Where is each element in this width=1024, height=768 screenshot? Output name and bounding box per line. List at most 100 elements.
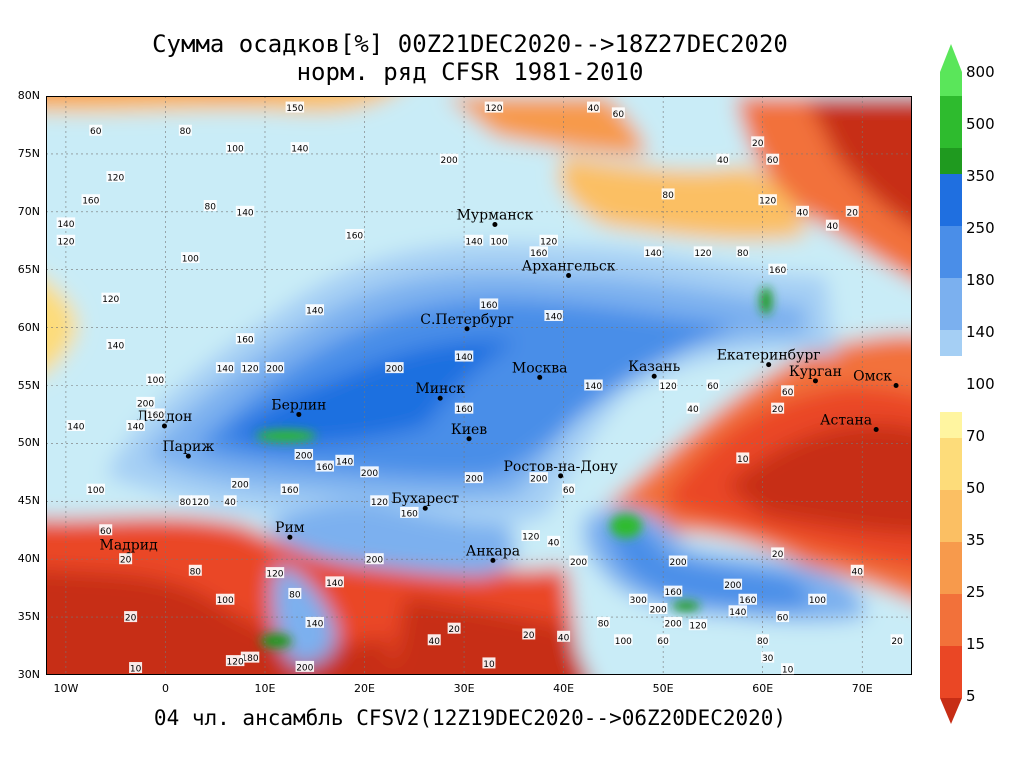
- contour-label: 80: [662, 191, 674, 201]
- legend-swatch: [940, 330, 962, 356]
- contour-label-bg: [427, 634, 441, 646]
- contour-label: 200: [295, 451, 312, 461]
- contour-label-bg: [290, 142, 310, 154]
- lat-tick-label: 70N: [17, 204, 40, 218]
- contour-label: 200: [441, 156, 458, 166]
- contour-label: 200: [530, 475, 547, 485]
- contour-label-bg: [539, 234, 558, 246]
- city-marker: [296, 411, 302, 417]
- contour-label: 60: [782, 388, 794, 398]
- contour-label-bg: [663, 585, 683, 597]
- contour-label: 100: [227, 145, 244, 155]
- contour-label: 20: [448, 625, 460, 635]
- contour-label: 140: [326, 579, 343, 589]
- contour-label: 100: [490, 237, 507, 247]
- contour-label: 80: [289, 590, 301, 600]
- contour-label: 10: [483, 660, 495, 670]
- contour-label-bg: [265, 362, 285, 374]
- city-marker: [422, 505, 428, 511]
- contour-label-bg: [569, 555, 588, 567]
- contour-label-bg: [547, 535, 561, 547]
- contour-label: 140: [645, 249, 662, 259]
- contour-label: 140: [107, 341, 124, 351]
- contour-label-bg: [736, 452, 750, 464]
- contour-label-bg: [124, 611, 138, 623]
- contour-label-bg: [447, 622, 461, 634]
- contour-label: 60: [707, 382, 719, 392]
- city-marker: [766, 362, 772, 368]
- contour-label: 160: [665, 588, 682, 598]
- contour-label-bg: [400, 506, 419, 518]
- contour-label-bg: [596, 616, 610, 628]
- contour-label: 120: [241, 365, 258, 375]
- contour-label: 140: [67, 423, 84, 433]
- contour-label-bg: [482, 657, 496, 669]
- contour-label-bg: [796, 205, 810, 217]
- contour-label: 140: [729, 608, 746, 618]
- lon-tick-label: 30E: [453, 682, 475, 695]
- contour-label-bg: [728, 605, 748, 617]
- footer-caption: 04 чл. ансамбль CFSV2(12Z19DEC2020-->06Z…: [153, 706, 787, 730]
- city-label: Анкара: [466, 543, 520, 559]
- contour-label-bg: [850, 564, 864, 576]
- contour-label: 120: [485, 104, 502, 114]
- city-label: Архангельск: [522, 258, 616, 274]
- city-label: Курган: [789, 364, 842, 380]
- legend-swatch: [940, 226, 962, 278]
- contour-label-bg: [191, 495, 210, 507]
- legend-label: 250: [966, 219, 995, 237]
- contour-label-bg: [280, 483, 300, 495]
- lon-tick-label: 10W: [53, 682, 79, 695]
- contour-label: 140: [465, 237, 482, 247]
- contour-label: 30: [762, 654, 774, 664]
- city-label: С.Петербург: [420, 312, 514, 328]
- contour-label-bg: [126, 420, 145, 432]
- contour-label-bg: [522, 628, 536, 640]
- contour-label: 200: [296, 663, 313, 673]
- contour-label-bg: [529, 246, 548, 258]
- contour-label-bg: [365, 553, 384, 565]
- contour-label: 120: [371, 498, 388, 508]
- city-marker: [287, 534, 293, 540]
- legend-arrow-bottom: [940, 698, 962, 724]
- contour-label-bg: [643, 246, 663, 258]
- title-line-1: Сумма осадков[%] 00Z21DEC2020-->18Z27DEC…: [152, 30, 788, 58]
- lat-tick-label: 50N: [17, 436, 40, 450]
- legend-label: 25: [966, 583, 986, 601]
- contour-label-bg: [178, 124, 192, 136]
- contour-label: 120: [192, 498, 209, 508]
- contour-label: 160: [147, 411, 164, 421]
- contour-label: 140: [57, 220, 74, 230]
- contour-label: 160: [480, 301, 497, 311]
- contour-label-bg: [294, 448, 314, 460]
- contour-label-bg: [464, 472, 484, 484]
- wet-extremes: [256, 287, 772, 648]
- contour-label: 140: [585, 382, 602, 392]
- city-label: Берлин: [271, 397, 326, 413]
- contour-label-bg: [89, 124, 103, 136]
- legend-label: 180: [966, 271, 995, 289]
- contour-label: 120: [694, 249, 711, 259]
- contour-label-bg: [845, 205, 859, 217]
- contour-label: 20: [772, 550, 784, 560]
- contour-label: 100: [615, 637, 632, 647]
- lon-tick-label: 70E: [851, 682, 873, 695]
- legend-swatch: [940, 174, 962, 226]
- legend-label: 15: [966, 635, 986, 653]
- contour-label: 160: [530, 249, 547, 259]
- contour-label: 140: [127, 423, 144, 433]
- contour-label: 160: [346, 231, 363, 241]
- city-label: Бухарест: [391, 491, 459, 507]
- legend-label: 35: [966, 531, 986, 549]
- contour-label: 100: [147, 376, 164, 386]
- legend-label: 70: [966, 427, 986, 445]
- contour-label-bg: [716, 153, 730, 165]
- contour-label: 120: [102, 295, 119, 305]
- contour-label-bg: [288, 587, 302, 599]
- contour-label: 80: [180, 498, 192, 508]
- contour-label-bg: [656, 634, 670, 646]
- lat-tick-label: 55N: [17, 378, 40, 392]
- legend-label: 800: [966, 63, 995, 81]
- contour-label-bg: [464, 234, 484, 246]
